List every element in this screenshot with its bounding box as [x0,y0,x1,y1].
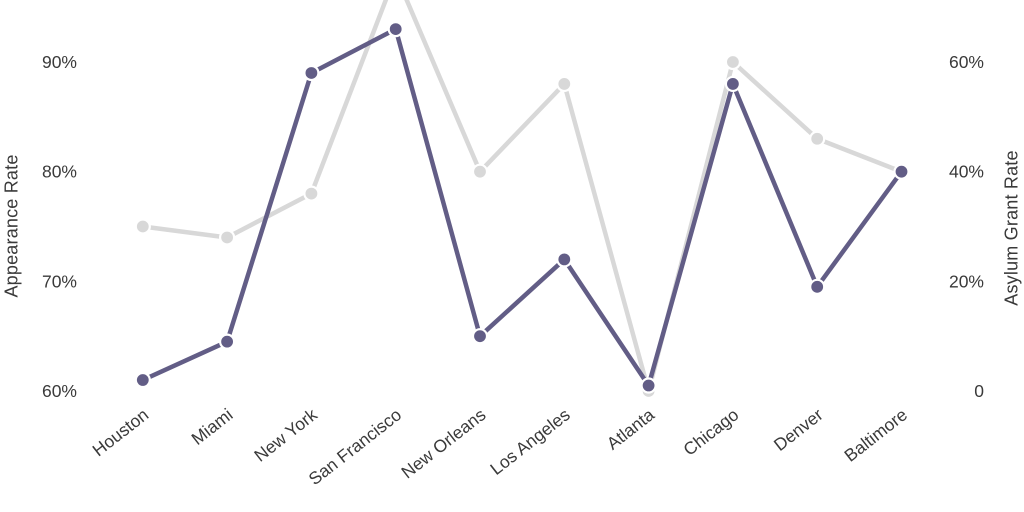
asylum-grant-rate-line [141,26,904,388]
data-point-miami-asylum-grant-rate [219,333,236,350]
data-point-baltimore-asylum-grant-rate [893,163,910,180]
data-point-denver-asylum-grant-rate [809,278,826,295]
data-point-houston-asylum-grant-rate [134,371,151,389]
data-point-los-angeles-asylum-grant-rate [556,251,573,268]
right-axis-tick-label: 40% [949,162,984,182]
data-point-chicago-appearance-rate [724,53,742,71]
right-axis-tick-label: 0 [974,381,984,401]
data-point-new-york-appearance-rate [303,185,320,202]
left-axis-tick-label: 80% [42,162,77,182]
data-point-los-angeles-appearance-rate [556,75,573,93]
data-point-houston-appearance-rate [134,218,151,235]
right-axis-tick-label: 20% [949,271,984,291]
data-point-new-york-asylum-grant-rate [303,64,320,82]
left-axis-tick-label: 70% [42,271,77,291]
data-point-denver-appearance-rate [809,130,826,147]
data-point-san-francisco-asylum-grant-rate [387,21,404,38]
right-axis-tick-label: 60% [949,52,984,72]
left-axis-tick-label: 90% [42,52,77,72]
appearance-rate-line [142,0,903,394]
x-axis-label-denver: Denver [770,404,827,455]
data-point-miami-appearance-rate [219,229,236,246]
data-point-chicago-asylum-grant-rate [724,75,742,93]
left-axis-title: Appearance Rate [1,154,22,298]
x-axis-label-new-york: New York [250,404,321,465]
x-axis-label-baltimore: Baltimore [840,404,911,465]
x-axis-label-atlanta: Atlanta [603,404,658,453]
right-axis-title: Asylum Grant Rate [1001,150,1022,306]
data-point-new-orleans-asylum-grant-rate [471,328,489,345]
x-axis-label-new-orleans: New Orleans [397,404,489,482]
data-point-atlanta-asylum-grant-rate [640,377,657,394]
x-axis-label-miami: Miami [187,404,236,448]
data-point-new-orleans-appearance-rate [471,163,489,180]
x-axis-label-chicago: Chicago [679,404,742,459]
x-axis-label-houston: Houston [89,404,153,460]
x-axis-label-san-francisco: San Francisco [305,404,405,489]
x-axis-label-los-angeles: Los Angeles [486,404,574,479]
left-axis-tick-label: 60% [42,381,77,401]
